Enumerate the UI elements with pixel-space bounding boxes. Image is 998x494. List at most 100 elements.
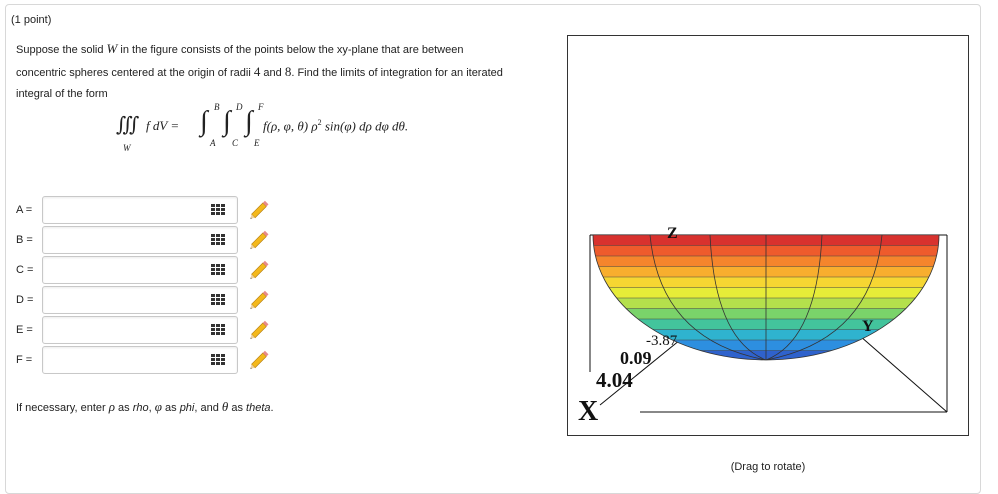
icon-part: [221, 328, 225, 331]
integrand-tail: sin(φ) dρ dφ dθ.: [321, 118, 409, 134]
icon-part: [211, 328, 215, 331]
edit-icon[interactable]: [248, 290, 272, 313]
icon-part: [221, 332, 225, 335]
edit-icon[interactable]: [248, 200, 272, 223]
icon-part: [211, 268, 215, 271]
icon-part: [216, 208, 220, 211]
icon-part: [250, 307, 252, 309]
icon-part: [250, 290, 269, 309]
meridians: [649, 235, 883, 360]
icon-part: [221, 212, 225, 215]
icon-part: [250, 200, 269, 219]
edit-icon[interactable]: [248, 230, 272, 253]
lower-limit: E: [254, 138, 260, 148]
answer-label: E =: [16, 324, 33, 336]
icon-part: [216, 234, 220, 237]
answer-input[interactable]: [42, 226, 238, 254]
hemisphere-outline: [592, 234, 940, 361]
icon-part: [250, 214, 256, 219]
symbol: θ: [221, 399, 229, 414]
x-axis-label: X: [578, 396, 598, 427]
upper-limit: D: [236, 102, 243, 112]
points: (1 point): [11, 14, 52, 26]
icon-part: [216, 238, 220, 241]
icon-part: [211, 294, 225, 305]
tick-label: 4.04: [596, 368, 633, 392]
icon-part: [221, 234, 225, 237]
equation-editor-button[interactable]: [211, 204, 225, 219]
icon-part: [216, 358, 220, 361]
icon-part: [211, 212, 215, 215]
icon-part: [251, 202, 267, 219]
icon-part: [221, 294, 225, 297]
answer-label: B =: [16, 234, 33, 246]
icon-part: [211, 264, 215, 267]
icon-part: [221, 238, 225, 241]
icon-part: [250, 247, 252, 249]
text: as: [114, 402, 133, 414]
icon-part: [216, 268, 220, 271]
icon-part: [262, 230, 269, 237]
icon-part: [262, 290, 269, 297]
icon-part: [250, 320, 269, 339]
icon-part: [216, 212, 220, 215]
answer-input[interactable]: [42, 346, 238, 374]
answer-input[interactable]: [42, 256, 238, 284]
tick-label: 0.09: [620, 348, 652, 368]
y-axis-label: Y: [862, 318, 874, 335]
icon-part: [250, 244, 256, 249]
icon-part: [250, 337, 252, 339]
icon-part: [211, 204, 215, 207]
answer-input[interactable]: [42, 286, 238, 314]
icon-part: [250, 320, 269, 339]
icon-part: [262, 260, 269, 267]
edit-icon[interactable]: [248, 260, 272, 283]
equation-editor-button[interactable]: [211, 234, 225, 249]
text: . Find the limits of integration for an …: [16, 67, 503, 100]
icon-part: [221, 264, 225, 267]
equation-editor-button[interactable]: [211, 294, 225, 309]
equation-editor-button[interactable]: [211, 264, 225, 279]
edit-icon[interactable]: [248, 350, 272, 373]
triple-integral: ∭: [116, 114, 140, 136]
lower-limit: A: [210, 138, 216, 148]
icon-part: [262, 200, 269, 207]
answer-label: F =: [16, 354, 33, 366]
box-edge: [599, 339, 681, 406]
icon-part: [250, 290, 269, 309]
icon-part: [211, 238, 215, 241]
icon-part: [211, 272, 215, 275]
integral-sign: ∫: [245, 106, 253, 137]
answer-input[interactable]: [42, 316, 238, 344]
meridian: [709, 235, 767, 360]
text: .: [270, 402, 274, 414]
edit-icon[interactable]: [248, 320, 272, 343]
symbol: ρ: [108, 399, 115, 414]
icon-part: [211, 324, 225, 335]
text: Suppose the solid: [16, 44, 107, 56]
icon-part: [250, 350, 269, 369]
lhs: f dV =: [146, 118, 180, 133]
icon-part: [216, 264, 220, 267]
meridian: [765, 235, 823, 360]
icon-part: [221, 324, 225, 327]
keyword: phi: [179, 402, 195, 414]
icon-part: [221, 242, 225, 245]
text: , and: [194, 402, 222, 414]
answer-label: D =: [16, 294, 34, 306]
upper-limit: B: [214, 102, 220, 112]
icon-part: [211, 264, 225, 275]
upper-limit: F: [258, 102, 264, 112]
region: W: [123, 143, 131, 153]
icon-part: [216, 204, 220, 207]
equation-editor-button[interactable]: [211, 324, 225, 339]
icon-part: [211, 242, 215, 245]
lower-limit: C: [232, 138, 239, 148]
text: in the figure consists of the points bel…: [16, 44, 464, 79]
equation-editor-button[interactable]: [211, 354, 225, 369]
icon-part: [211, 332, 215, 335]
answer-input[interactable]: [42, 196, 238, 224]
icon-part: [250, 274, 256, 279]
